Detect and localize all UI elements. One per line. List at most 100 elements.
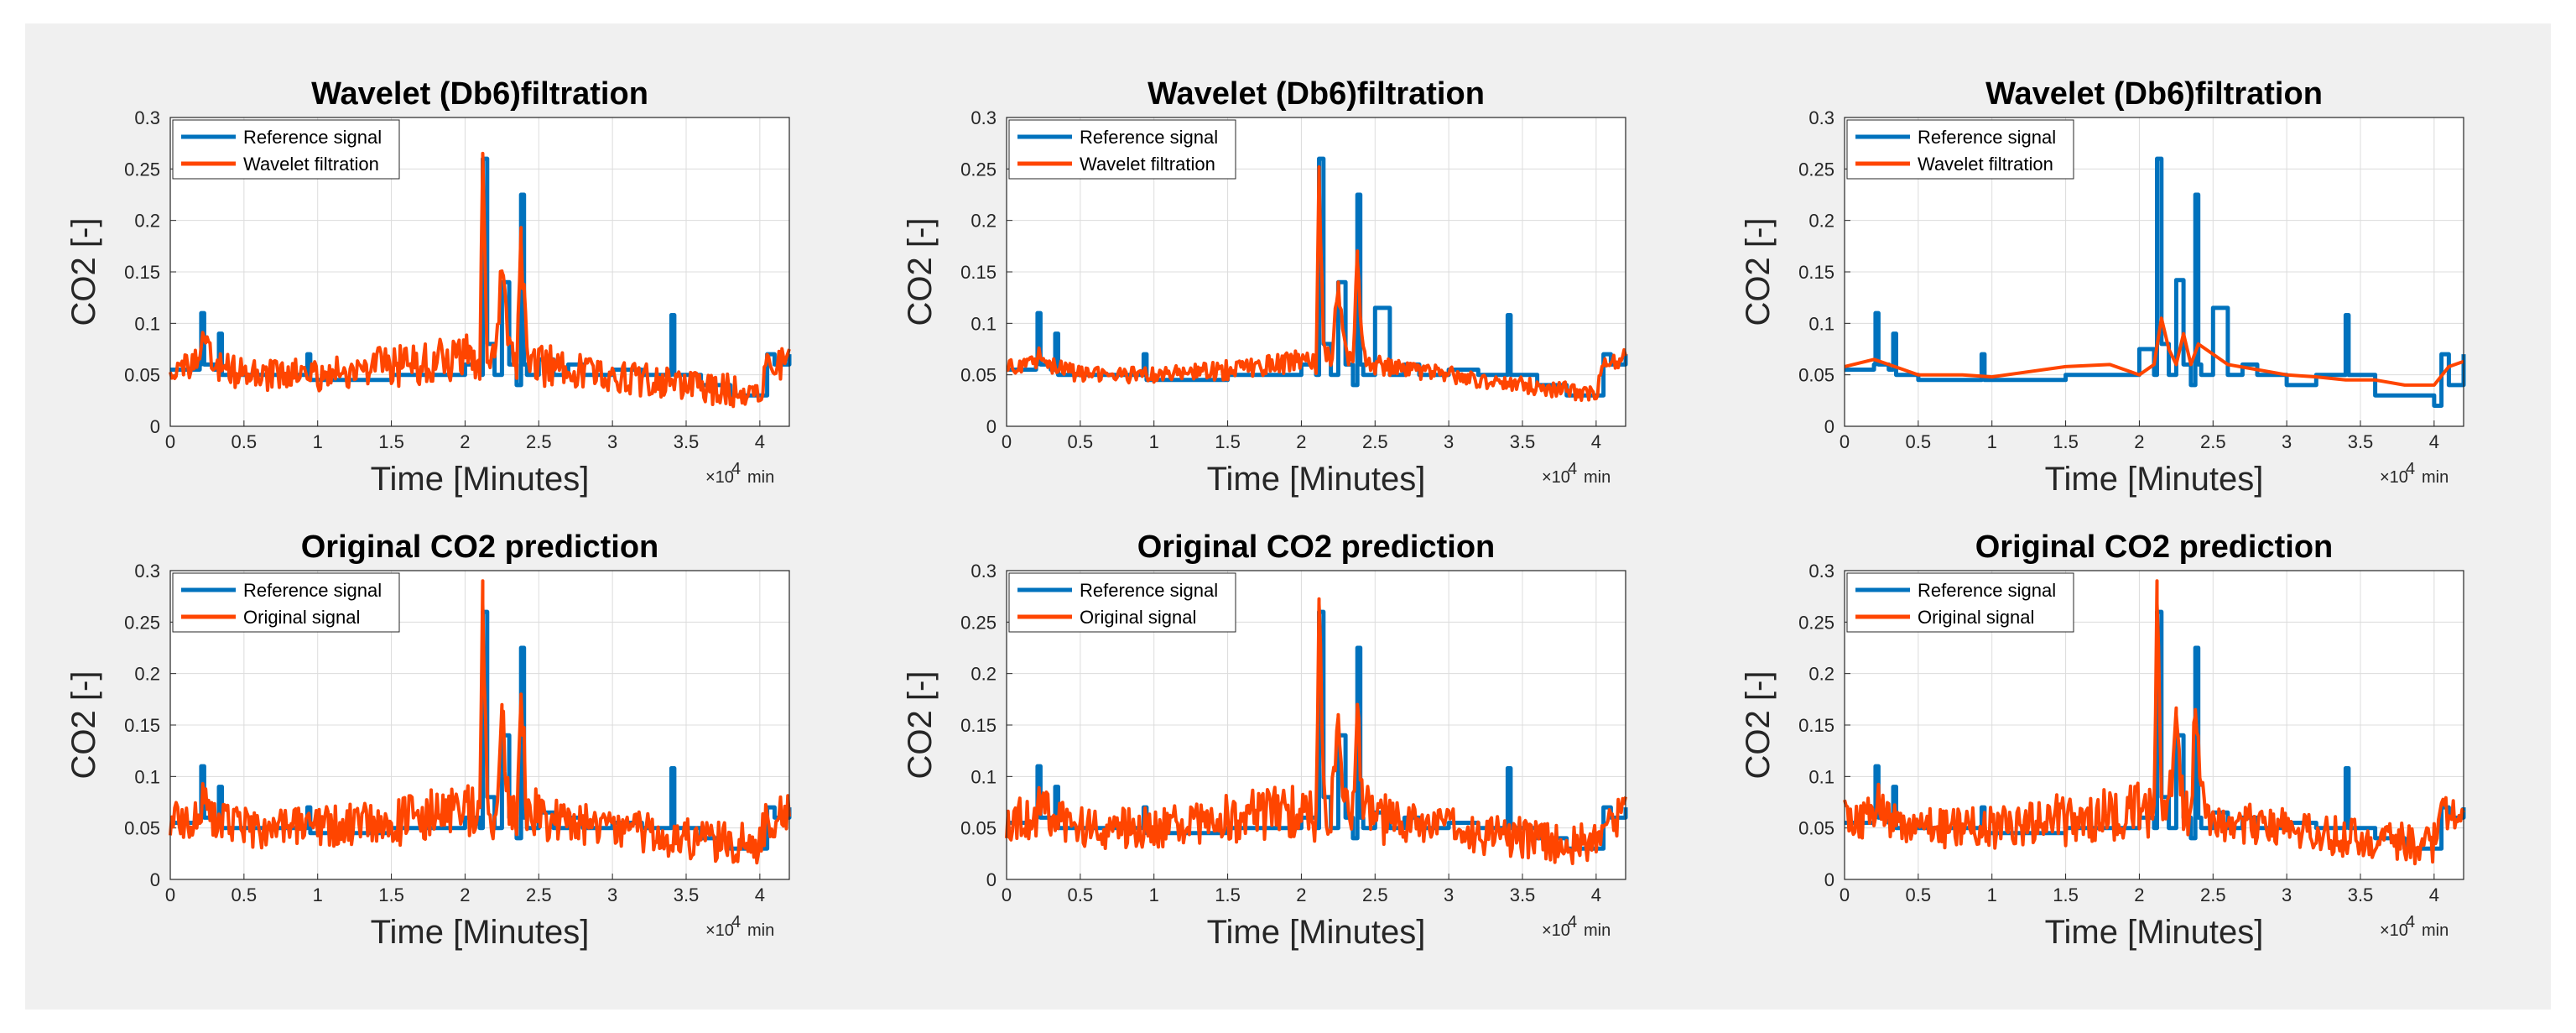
x-axis-label: Time [Minutes] [1207,914,1426,951]
x-tick-label: 0 [1840,884,1850,905]
x-tick-label: 4 [1591,431,1601,452]
y-tick-label: 0.05 [960,818,997,839]
legend-label: Reference signal [243,580,382,601]
y-tick-label: 0 [1824,869,1834,890]
y-axis-label: CO2 [-] [1740,218,1777,326]
axes-box [1006,570,1626,880]
x-tick-label: 0 [1002,431,1012,452]
chart-title: Wavelet (Db6)filtration [1985,76,2323,112]
y-tick-label: 0.25 [960,159,997,180]
legend-label: Wavelet filtration [1080,154,1215,175]
y-axis-label: CO2 [-] [65,671,102,780]
series-line-predicted [1006,165,1627,402]
x-tick-label: 1 [1149,884,1159,905]
y-axis-label: CO2 [-] [902,218,939,326]
x-tick-label: 0 [1002,884,1012,905]
x-multiplier-exponent: 4 [1568,460,1577,478]
legend-label: Wavelet filtration [243,154,379,175]
x-tick-label: 2.5 [526,431,552,452]
x-tick-label: 2.5 [526,884,552,905]
x-tick-label: 3.5 [674,884,700,905]
x-multiplier-base: ×10 [2380,921,2408,940]
y-tick-label: 0 [986,416,997,437]
chart-top-middle: 0 0.5 1 1.5 2 2.5 3 3.5 4 0 0.05 0.1 0.15 0.2 0.25 0.3 R… [902,76,1628,498]
chart-title: Original CO2 prediction [1137,530,1496,565]
x-axis-label: Time [Minutes] [2045,914,2264,951]
x-tick-label: 1.5 [378,884,404,905]
x-multiplier-exponent: 4 [2406,460,2415,478]
x-tick-label: 3.5 [674,431,700,452]
y-tick-label: 0.1 [971,313,997,334]
series-line-predicted [1843,579,2465,866]
legend-label: Original signal [1918,607,2034,628]
x-multiplier-exponent: 4 [1568,913,1577,931]
y-tick-label: 0.2 [1808,211,1834,232]
legend-box [172,119,400,180]
y-tick-label: 0.2 [971,664,997,685]
chart-title: Original CO2 prediction [1975,530,2334,565]
x-tick-label: 0.5 [232,431,258,452]
figure-svg: 0 0.5 1 1.5 2 2.5 3 3.5 4 0 0.05 0.1 0.15 0.2 0.25 0.3 R… [65,76,2466,951]
x-multiplier-unit: min [2422,468,2449,487]
y-tick-label: 0.2 [1808,664,1834,685]
legend-box [172,572,400,633]
chart-title: Wavelet (Db6)filtration [311,76,648,112]
legend-label: Reference signal [1080,127,1218,148]
y-tick-label: 0.1 [134,766,160,787]
x-tick-label: 1 [1987,431,1997,452]
x-tick-label: 1 [313,431,323,452]
y-tick-label: 0.25 [124,612,160,633]
legend-box [1846,119,2074,180]
x-multiplier-unit: min [1584,921,1611,940]
x-tick-label: 0 [1840,431,1850,452]
y-tick-label: 0.1 [1808,766,1834,787]
x-tick-label: 0.5 [1906,884,1932,905]
x-multiplier-unit: min [747,921,774,940]
x-multiplier-base: ×10 [705,468,734,487]
x-tick-label: 3 [1444,884,1454,905]
x-tick-label: 1.5 [2053,884,2079,905]
y-tick-label: 0.25 [960,612,997,633]
x-tick-label: 3 [2282,884,2292,905]
y-tick-label: 0.15 [960,715,997,736]
x-multiplier-exponent: 4 [731,460,741,478]
x-multiplier-unit: min [2422,921,2449,940]
chart-top-right: 0 0.5 1 1.5 2 2.5 3 3.5 4 0 0.05 0.1 0.15 0.2 0.25 0.3 R… [1740,76,2466,498]
y-tick-label: 0.3 [134,561,160,582]
y-axis-label: CO2 [-] [902,671,939,780]
chart-bottom-middle: 0 0.5 1 1.5 2 2.5 3 3.5 4 0 0.05 0.1 0.15 0.2 0.25 0.3 R… [902,530,1628,951]
x-axis-label: Time [Minutes] [371,914,590,951]
x-multiplier-base: ×10 [1542,921,1570,940]
x-tick-label: 1.5 [1215,884,1241,905]
y-tick-label: 0.05 [1798,365,1834,386]
x-axis-label: Time [Minutes] [371,461,590,498]
y-tick-label: 0.2 [134,211,160,232]
y-tick-label: 0.3 [971,561,997,582]
y-tick-label: 0.3 [971,107,997,128]
x-tick-label: 1 [313,884,323,905]
chart-bottom-left: 0 0.5 1 1.5 2 2.5 3 3.5 4 0 0.05 0.1 0.15 0.2 0.25 0.3 R… [65,530,792,951]
y-tick-label: 0.05 [124,365,160,386]
chart-title: Wavelet (Db6)filtration [1147,76,1485,112]
x-tick-label: 3.5 [2348,884,2374,905]
x-tick-label: 1 [1987,884,1997,905]
x-multiplier-base: ×10 [2380,468,2408,487]
x-axis-label: Time [Minutes] [2045,461,2264,498]
y-axis-label: CO2 [-] [65,218,102,326]
x-axis-label: Time [Minutes] [1207,461,1426,498]
y-tick-label: 0.05 [124,818,160,839]
x-tick-label: 4 [755,884,765,905]
y-tick-label: 0.3 [134,107,160,128]
y-tick-label: 0 [1824,416,1834,437]
x-tick-label: 0 [165,431,175,452]
y-axis-label: CO2 [-] [1740,671,1777,780]
axes-box [1844,117,2464,427]
legend-box [1846,572,2074,633]
y-tick-label: 0.2 [971,211,997,232]
legend-label: Reference signal [243,127,382,148]
x-tick-label: 1 [1149,431,1159,452]
legend-label: Reference signal [1080,580,1218,601]
y-tick-label: 0.3 [1808,107,1834,128]
x-tick-label: 2.5 [2200,884,2226,905]
figure-panel: 0 0.5 1 1.5 2 2.5 3 3.5 4 0 0.05 0.1 0.15 0.2 0.25 0.3 R… [25,23,2551,1010]
